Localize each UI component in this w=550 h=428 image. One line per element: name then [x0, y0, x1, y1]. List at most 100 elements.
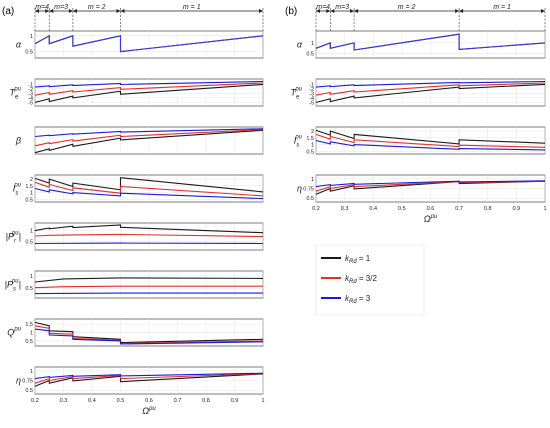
x-tick-label: 0.9 [513, 206, 521, 212]
y-tick-label: 1 [30, 331, 33, 337]
x-tick-label: 0.4 [88, 398, 96, 404]
legend-label-1: kRd = 3/2 [345, 274, 377, 285]
x-tick-label: 0.2 [312, 206, 320, 212]
subplot-a-0: 0.5 1 α [16, 30, 264, 59]
y-tick-label: -1 [309, 82, 314, 88]
y-tick-label: 1.5 [306, 136, 314, 142]
x-axis-label: Ωpu [424, 214, 438, 224]
region-label-a-2: m = 2 [88, 4, 106, 11]
x-tick-label: 0.8 [484, 206, 492, 212]
legend-box [315, 244, 425, 316]
y-axis-label: |Pspu| [5, 279, 21, 293]
y-tick-label: 2 [30, 177, 33, 183]
y-axis-label: α [16, 40, 22, 50]
panel-b-label: (b) [285, 6, 297, 17]
y-axis-label: β [15, 136, 21, 146]
y-axis-label: Tepu [9, 87, 21, 101]
y-tick-label: -4 [28, 96, 33, 102]
series-line-0 [34, 129, 264, 154]
region-label-a-0: m=4 [35, 4, 49, 11]
x-tick-label: 0.2 [31, 398, 39, 404]
region-arrow-b-2 [354, 9, 460, 13]
region-arrow-b-1 [330, 9, 355, 13]
y-tick-label: 1 [30, 191, 33, 197]
y-tick-label: -3 [28, 91, 33, 97]
x-tick-label: 0.6 [427, 206, 435, 212]
x-tick-label: 1 [543, 206, 546, 212]
series-line-2 [34, 328, 264, 345]
x-tick-label: 0.8 [202, 398, 210, 404]
y-tick-label: -5 [309, 100, 314, 106]
y-tick-label: 1.5 [25, 184, 33, 190]
y-tick-label: 1 [30, 34, 33, 40]
series-line-1 [315, 133, 546, 148]
series-line-0 [34, 277, 264, 283]
y-tick-label: -1 [28, 82, 33, 88]
y-tick-label: 2 [311, 129, 314, 135]
y-tick-label: 0.5 [25, 388, 33, 394]
y-tick-label: 0.5 [25, 286, 33, 292]
series-line-2 [34, 372, 264, 380]
x-tick-label: 1 [261, 398, 264, 404]
y-tick-label: 0.75 [303, 187, 314, 193]
series-line-0 [315, 129, 546, 145]
series-line-0 [34, 224, 264, 234]
y-tick-label: -4 [309, 96, 314, 102]
x-tick-label: 0.7 [455, 206, 463, 212]
x-tick-label: 0.9 [231, 398, 239, 404]
series-line-1 [315, 82, 546, 96]
series-line-2 [34, 187, 264, 200]
region-arrow-a-0 [35, 9, 50, 13]
y-tick-label: 1 [30, 369, 33, 375]
series-line-2 [315, 180, 546, 188]
region-label-b-3: m = 1 [493, 4, 511, 11]
y-axis-label: η [297, 184, 302, 194]
x-tick-label: 0.5 [398, 206, 406, 212]
panel-a-label: (a) [2, 6, 14, 17]
series-line-0 [34, 177, 264, 193]
y-tick-label: 1 [311, 143, 314, 149]
series-line-2 [315, 80, 546, 88]
y-tick-label: 0.5 [25, 197, 33, 203]
y-tick-label: 0.5 [25, 339, 33, 345]
x-tick-label: 0.3 [341, 206, 349, 212]
subplot-b-8: 0.5 1 α [297, 30, 546, 59]
y-axis-label: Tepu [290, 87, 302, 101]
subplot-a-1: -1-2-3-4-5 Tepu [9, 78, 264, 106]
y-tick-label: 1 [30, 274, 33, 280]
series-line-2 [34, 80, 264, 88]
series-line-1 [34, 285, 263, 289]
y-tick-label: -5 [28, 100, 33, 106]
region-arrow-a-1 [49, 9, 73, 13]
region-arrow-b-3 [459, 9, 545, 13]
series-line-1 [34, 233, 264, 238]
series-line-1 [315, 33, 546, 51]
y-tick-label: -3 [309, 91, 314, 97]
y-axis-label: η [16, 376, 21, 386]
series-line-1 [34, 181, 264, 197]
y-tick-label: 1 [30, 229, 33, 235]
region-label-b-1: m=3 [335, 4, 349, 11]
subplot-a-7: 1 0.75 0.5 η 0.2 0.3 0.4 0.5 0.6 0.7 0.8 0.9 1 Ωpu [16, 366, 265, 416]
series-line-2 [315, 139, 546, 151]
series-line-1 [34, 82, 264, 96]
y-tick-label: 0.5 [25, 239, 33, 245]
series-line-0 [315, 83, 546, 103]
subplot-a-4: 1 0.5 |Prpu| [6, 222, 264, 251]
subplot-a-6: 1.5 1 0.5 Qpu [7, 318, 264, 347]
y-tick-label: 0.5 [306, 52, 314, 58]
y-tick-label: 0.5 [25, 50, 33, 56]
subplot-a-2: β [15, 126, 264, 155]
y-tick-label: -2 [309, 87, 314, 93]
series-line-2 [34, 292, 263, 295]
series-line-1 [34, 373, 264, 384]
series-line-1 [34, 129, 264, 147]
y-tick-label: 1 [311, 41, 314, 47]
y-tick-label: 0.5 [306, 196, 314, 202]
series-line-1 [34, 34, 264, 53]
y-tick-label: 1.5 [25, 322, 33, 328]
